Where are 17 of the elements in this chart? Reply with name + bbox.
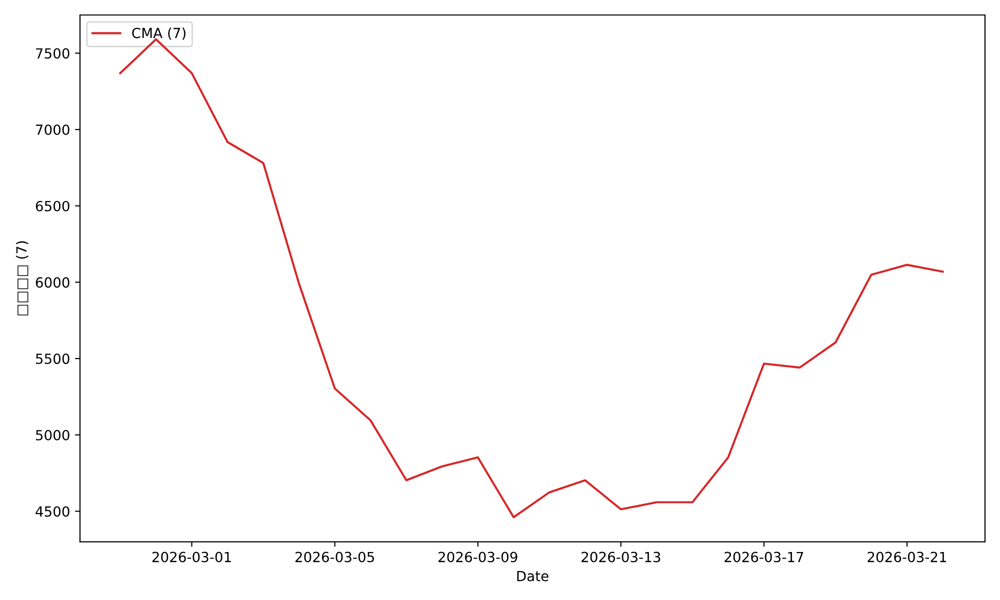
y-tick-label: 4500 [36, 506, 70, 517]
x-axis-title: Date [517, 570, 548, 582]
x-tick-label: 2026-03-17 [724, 552, 804, 562]
line-series [119, 38, 944, 518]
x-tick-label: 2026-03-05 [295, 552, 374, 562]
legend-label: CMA (7) [132, 28, 186, 40]
y-tick-label: 5000 [36, 430, 70, 440]
y-tick-label: 5500 [36, 354, 70, 364]
x-tick-label: 2026-03-09 [438, 552, 518, 562]
x-tick-label: 2026-03-13 [582, 552, 660, 562]
y-tick-label: 6500 [36, 200, 70, 212]
y-tick-label: 7000 [36, 124, 70, 135]
y-axis-title: □□□□ (7) [16, 241, 28, 316]
x-tick-label: 2026-03-21 [868, 552, 946, 562]
y-tick-label: 6000 [36, 277, 70, 288]
y-tick-label: 7500 [36, 48, 70, 59]
x-tick-label: 2026-03-01 [152, 552, 231, 562]
